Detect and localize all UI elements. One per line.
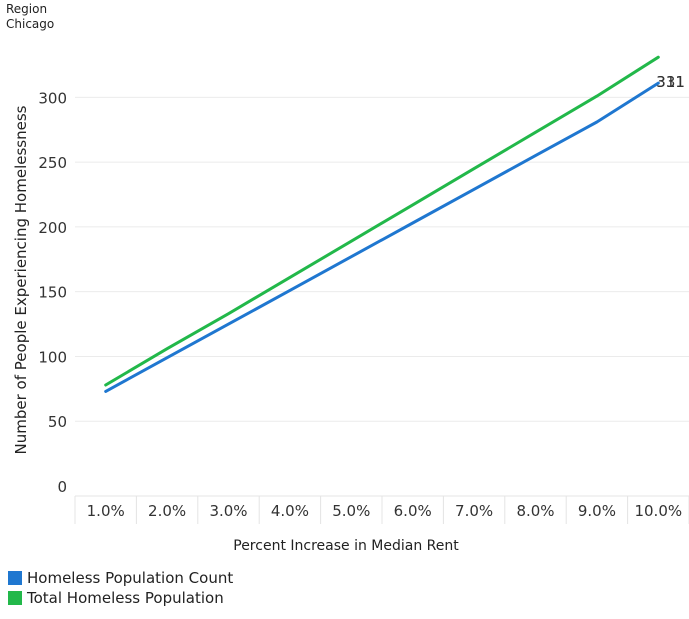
data-label: 311: [656, 73, 685, 91]
filter-value: Chicago: [6, 17, 55, 31]
x-tick-label: 3.0%: [209, 502, 247, 520]
legend-item-homeless-population-count[interactable]: Homeless Population Count: [8, 569, 233, 587]
y-tick-label: 100: [38, 348, 67, 366]
x-tick-label: 5.0%: [332, 502, 370, 520]
legend-swatch: [8, 591, 22, 605]
filter-label: Region: [6, 2, 48, 16]
x-tick-label: 9.0%: [578, 502, 616, 520]
x-tick-label: 8.0%: [516, 502, 554, 520]
y-tick-label: 50: [48, 413, 67, 431]
grid: [75, 96, 689, 422]
x-tick-label: 10.0%: [634, 502, 682, 520]
series: [104, 55, 660, 393]
x-axis-title: Percent Increase in Median Rent: [233, 538, 459, 554]
x-tick-label: 1.0%: [87, 502, 125, 520]
data-label: 331: [656, 73, 685, 91]
y-axis-title: Number of People Experiencing Homelessne…: [12, 105, 30, 454]
axes: 0 50 100 150 200 250 300 1.0% 2.0% 3.0% 4.0% 5.0% 6.…: [38, 89, 689, 524]
x-tick-label: 6.0%: [394, 502, 432, 520]
y-tick-label: 300: [38, 89, 67, 107]
series-line-total-homeless-population: [104, 55, 660, 387]
legend-label: Homeless Population Count: [27, 569, 234, 587]
y-tick-label: 150: [38, 284, 67, 302]
x-tick-label: 4.0%: [271, 502, 309, 520]
x-tick-label: 7.0%: [455, 502, 493, 520]
y-tick-label: 200: [38, 219, 67, 237]
legend-swatch: [8, 571, 22, 585]
legend-label: Total Homeless Population: [27, 589, 224, 607]
y-tick-label: 0: [57, 478, 67, 496]
legend-item-total-homeless-population[interactable]: Total Homeless Population: [8, 589, 224, 607]
x-tick-label: 2.0%: [148, 502, 186, 520]
series-line-homeless-population-count: [104, 81, 660, 393]
y-tick-label: 250: [38, 154, 67, 172]
